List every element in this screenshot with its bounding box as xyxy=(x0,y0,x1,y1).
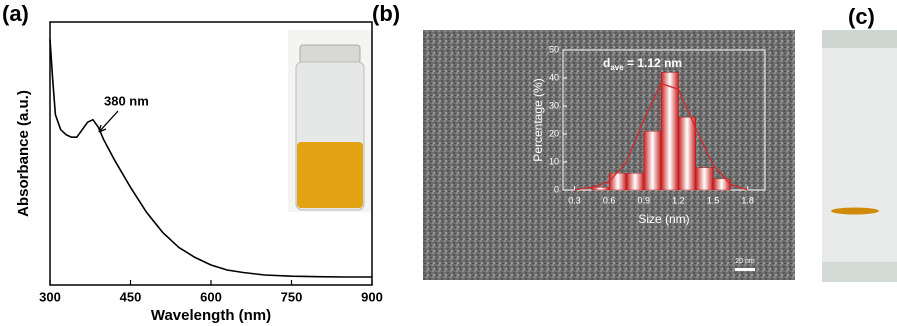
panel-label: (b) xyxy=(372,1,400,26)
bar xyxy=(695,167,714,191)
y-tick-label: 10 xyxy=(549,156,559,166)
film-photo xyxy=(822,30,897,282)
bar xyxy=(626,172,645,191)
x-tick-label: 450 xyxy=(120,289,142,304)
y-axis-label: Absorbance (a.u.) xyxy=(15,90,32,217)
bar xyxy=(608,172,627,191)
annotation-part: ave xyxy=(610,63,624,72)
annotation-part: d xyxy=(603,56,610,70)
y-tick-label: 20 xyxy=(549,128,559,138)
bar xyxy=(643,130,662,191)
x-tick-label: 600 xyxy=(200,289,222,304)
x-axis-label: Size (nm) xyxy=(638,212,689,226)
panel-label: (a) xyxy=(2,1,29,26)
x-tick-label: 1.8 xyxy=(741,195,754,205)
y-axis-label: Percentage (%) xyxy=(531,78,545,161)
line xyxy=(49,39,372,278)
x-tick-label: 900 xyxy=(361,289,383,304)
x-tick-label: 0.9 xyxy=(638,195,651,205)
x-tick-label: 1.2 xyxy=(672,195,685,205)
x-tick-label: 0.3 xyxy=(568,195,581,205)
bar xyxy=(591,186,610,191)
y-tick-label: 50 xyxy=(549,44,559,54)
y-tick-label: 30 xyxy=(549,100,559,110)
bar xyxy=(660,72,679,191)
vial-photo xyxy=(288,30,372,212)
x-axis-label: Wavelength (nm) xyxy=(151,307,271,324)
tem-image xyxy=(423,30,795,280)
bar xyxy=(678,116,696,191)
y-tick-label: 0 xyxy=(554,184,559,194)
y-tick-label: 40 xyxy=(549,72,559,82)
annotation-part: = 1.12 nm xyxy=(624,56,682,70)
annotation-arrow xyxy=(98,110,119,133)
x-tick-label: 750 xyxy=(281,289,303,304)
panel-label: (c) xyxy=(848,4,875,29)
x-tick-label: 1.5 xyxy=(707,195,720,205)
annotation: 380 nm xyxy=(104,93,149,108)
fit-curve xyxy=(574,82,748,191)
x-tick-label: 0.6 xyxy=(603,195,616,205)
annotation: dave = 1.12 nm xyxy=(603,56,682,72)
x-tick-label: 300 xyxy=(39,289,61,304)
scale-bar-label: 20 nm xyxy=(735,258,755,265)
scale-bar xyxy=(735,268,755,271)
